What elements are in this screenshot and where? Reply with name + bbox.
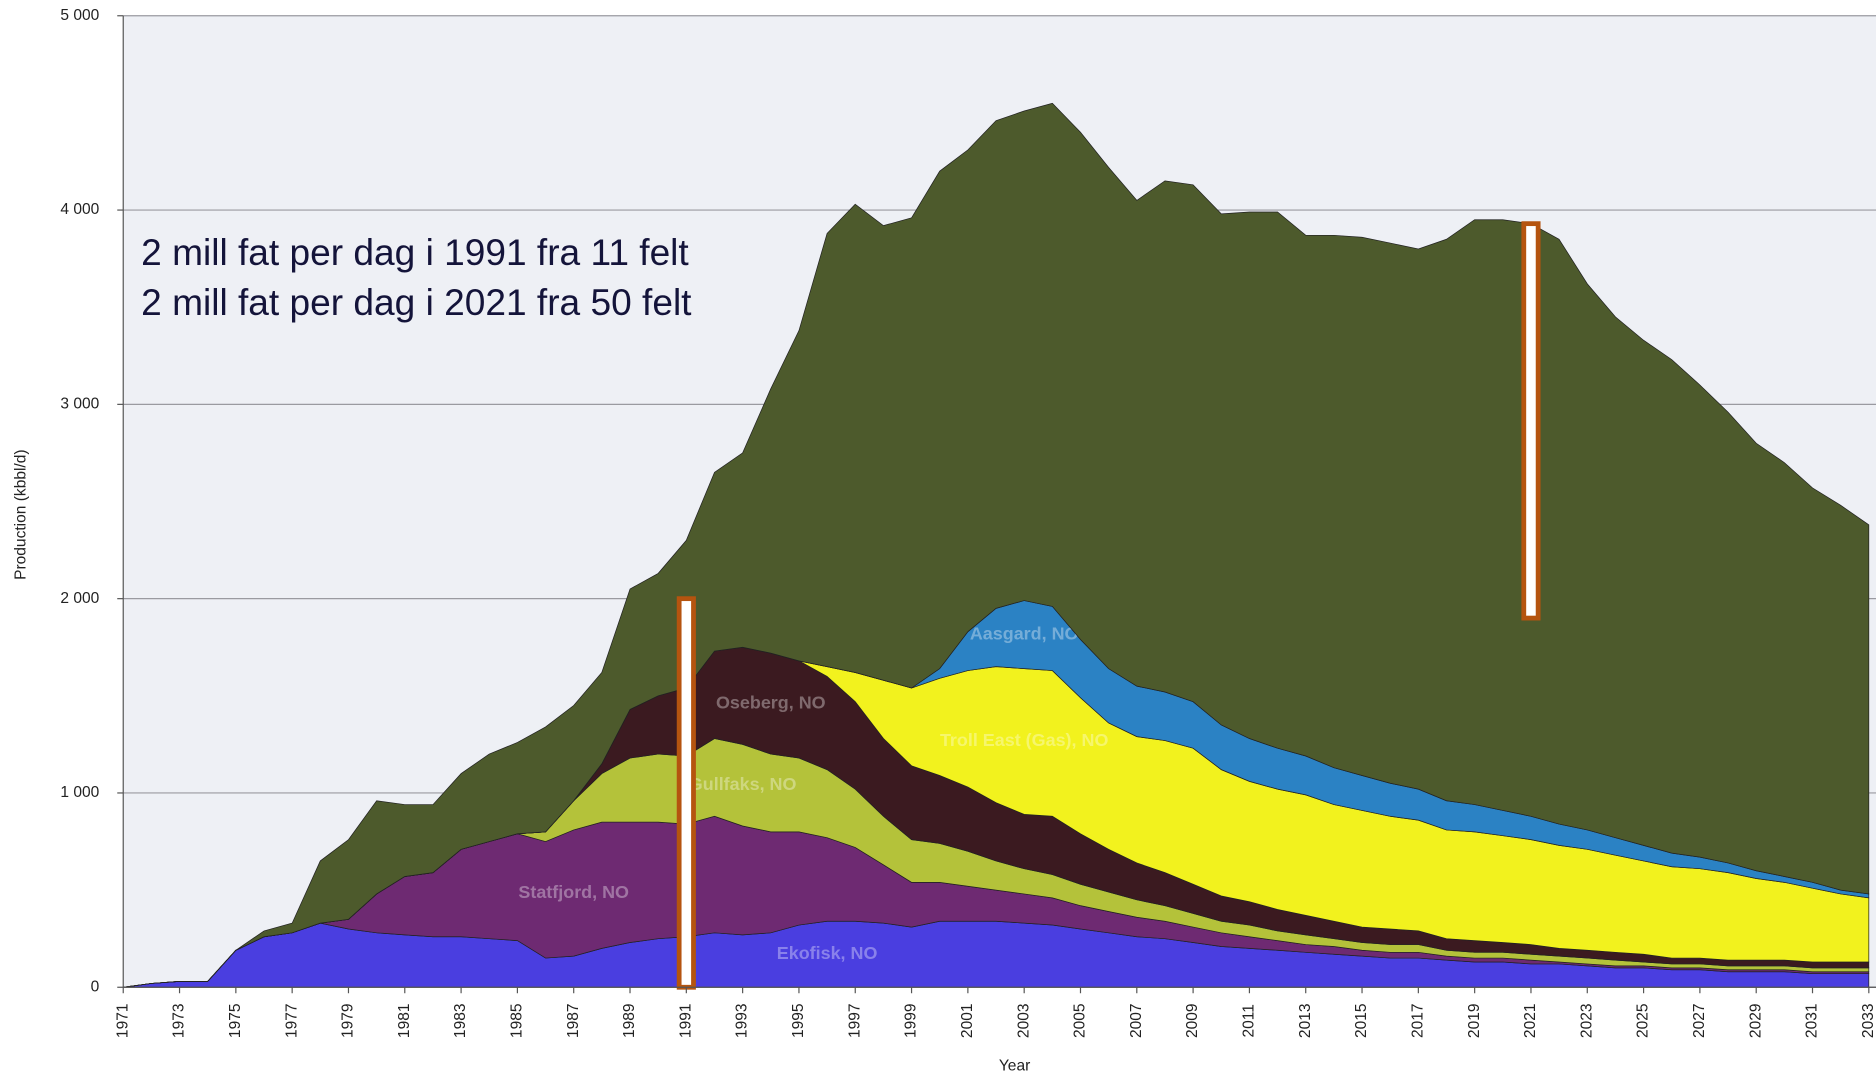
y-tick-label: 1 000: [60, 784, 99, 801]
annotation: 2 mill fat per dag i 2021 fra 50 felt: [141, 281, 692, 323]
x-tick-label: 1973: [171, 1003, 188, 1038]
x-tick-label: 1971: [114, 1003, 131, 1038]
annotation: 2 mill fat per dag i 1991 fra 11 felt: [141, 231, 689, 273]
x-tick-label: 2029: [1747, 1003, 1764, 1038]
x-tick-label: 2001: [959, 1003, 976, 1038]
x-tick-label: 2013: [1297, 1003, 1314, 1038]
x-tick-label: 1991: [677, 1003, 694, 1038]
y-tick-label: 5 000: [60, 7, 99, 24]
series-label: Gullfaks, NO: [689, 774, 797, 794]
y-axis-label: Production (kbbl/d): [13, 449, 30, 580]
x-tick-label: 2019: [1466, 1003, 1483, 1038]
x-tick-label: 2031: [1804, 1003, 1821, 1038]
x-tick-label: 1977: [283, 1003, 300, 1038]
highlight-bar: [1521, 221, 1541, 621]
x-tick-label: 1999: [903, 1003, 920, 1038]
x-tick-label: 2021: [1522, 1003, 1539, 1038]
series-label: Troll East (Gas), NO: [940, 730, 1109, 750]
x-tick-label: 2003: [1015, 1003, 1032, 1038]
x-tick-label: 1993: [734, 1003, 751, 1038]
x-tick-label: 2007: [1128, 1003, 1145, 1038]
x-axis-label: Year: [999, 1057, 1030, 1074]
series-label: Oseberg, NO: [716, 692, 826, 712]
x-tick-label: 1987: [565, 1003, 582, 1038]
overlay: [676, 221, 1541, 990]
x-tick-label: 1989: [621, 1003, 638, 1038]
series-label: Ekofisk, NO: [777, 943, 878, 963]
x-tick-label: 1981: [396, 1003, 413, 1038]
x-tick-label: 2027: [1691, 1003, 1708, 1038]
areas: Ekofisk, NO Statfjord, NO Gullfaks, NO Oseb…: [123, 102, 1870, 988]
y-tick-label: 4 000: [60, 201, 99, 218]
x-tick-label: 2011: [1241, 1004, 1258, 1037]
x-tick-label: 2005: [1072, 1003, 1089, 1038]
x-tick-label: 2033: [1860, 1003, 1876, 1038]
area: [123, 102, 1870, 988]
x-tick-label: 1995: [790, 1003, 807, 1038]
x-tick-label: 1985: [509, 1003, 526, 1038]
y-tick-label: 0: [91, 978, 100, 995]
series-label: Aasgard, NO: [970, 623, 1079, 643]
y-tick-label: 2 000: [60, 590, 99, 607]
x-tick-label: 1979: [340, 1003, 357, 1038]
x-tick-label: 2009: [1184, 1003, 1201, 1038]
x-tick-label: 2017: [1409, 1003, 1426, 1038]
x-tick-label: 2015: [1353, 1003, 1370, 1038]
highlight-bar: [676, 596, 696, 990]
x-tick-label: 2025: [1635, 1003, 1652, 1038]
x-tick-label: 1983: [452, 1003, 469, 1038]
y-tick-label: 3 000: [60, 395, 99, 412]
x-tick-label: 1997: [846, 1003, 863, 1038]
x-tick-label: 2023: [1578, 1003, 1595, 1038]
x-tick-label: 1975: [227, 1003, 244, 1038]
series-label: Statfjord, NO: [518, 882, 629, 902]
